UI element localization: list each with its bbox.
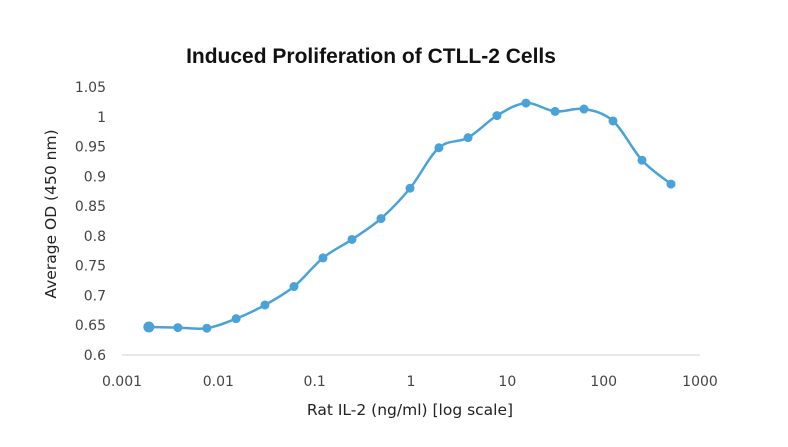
y-tick-label: 0.7: [84, 288, 106, 304]
data-point: [376, 214, 386, 224]
y-tick-label: 0.8: [84, 229, 106, 245]
data-point: [289, 282, 299, 292]
data-point: [521, 98, 531, 108]
data-point: [579, 104, 589, 114]
y-tick-label: 0.95: [75, 140, 106, 156]
data-point: [347, 234, 357, 244]
data-point: [143, 321, 155, 333]
y-tick-label: 0.75: [75, 259, 106, 275]
data-point: [318, 253, 328, 263]
y-tick-label: 0.6: [84, 348, 106, 364]
data-point: [231, 314, 241, 324]
data-point: [492, 111, 502, 121]
y-tick-label: 0.65: [75, 318, 106, 334]
data-point: [173, 323, 183, 333]
y-tick-label: 1.05: [75, 80, 106, 96]
y-axis-title: Average OD (450 nm): [42, 129, 60, 298]
x-axis-tick-labels: 0.001 0.01 0.1 1 10 100 1000: [102, 374, 718, 390]
chart-title: Induced Proliferation of CTLL-2 Cells: [186, 45, 556, 68]
x-tick-label: 0.01: [203, 374, 234, 390]
x-tick-label: 0.1: [304, 374, 326, 390]
y-tick-label: 1: [97, 110, 106, 126]
data-point: [666, 179, 676, 189]
x-tick-label: 100: [590, 374, 617, 390]
y-tick-label: 0.9: [84, 169, 106, 185]
y-axis-tick-labels: 0.6 0.65 0.7 0.75 0.8 0.85 0.9 0.95 1 1.05: [75, 80, 106, 364]
data-points: [143, 98, 676, 333]
series-line: [147, 101, 673, 331]
data-point: [608, 116, 618, 126]
data-point: [202, 323, 212, 333]
data-point: [260, 300, 270, 310]
x-tick-label: 0.001: [102, 374, 142, 390]
x-tick-label: 10: [498, 374, 516, 390]
x-tick-label: 1: [407, 374, 416, 390]
x-tick-label: 1000: [682, 374, 718, 390]
data-point: [637, 155, 647, 165]
y-tick-label: 0.85: [75, 199, 106, 215]
data-point: [463, 133, 473, 143]
data-point: [550, 106, 560, 116]
x-axis-title: Rat IL-2 (ng/ml) [log scale]: [307, 401, 513, 419]
data-point: [434, 143, 444, 153]
data-point: [405, 183, 415, 193]
